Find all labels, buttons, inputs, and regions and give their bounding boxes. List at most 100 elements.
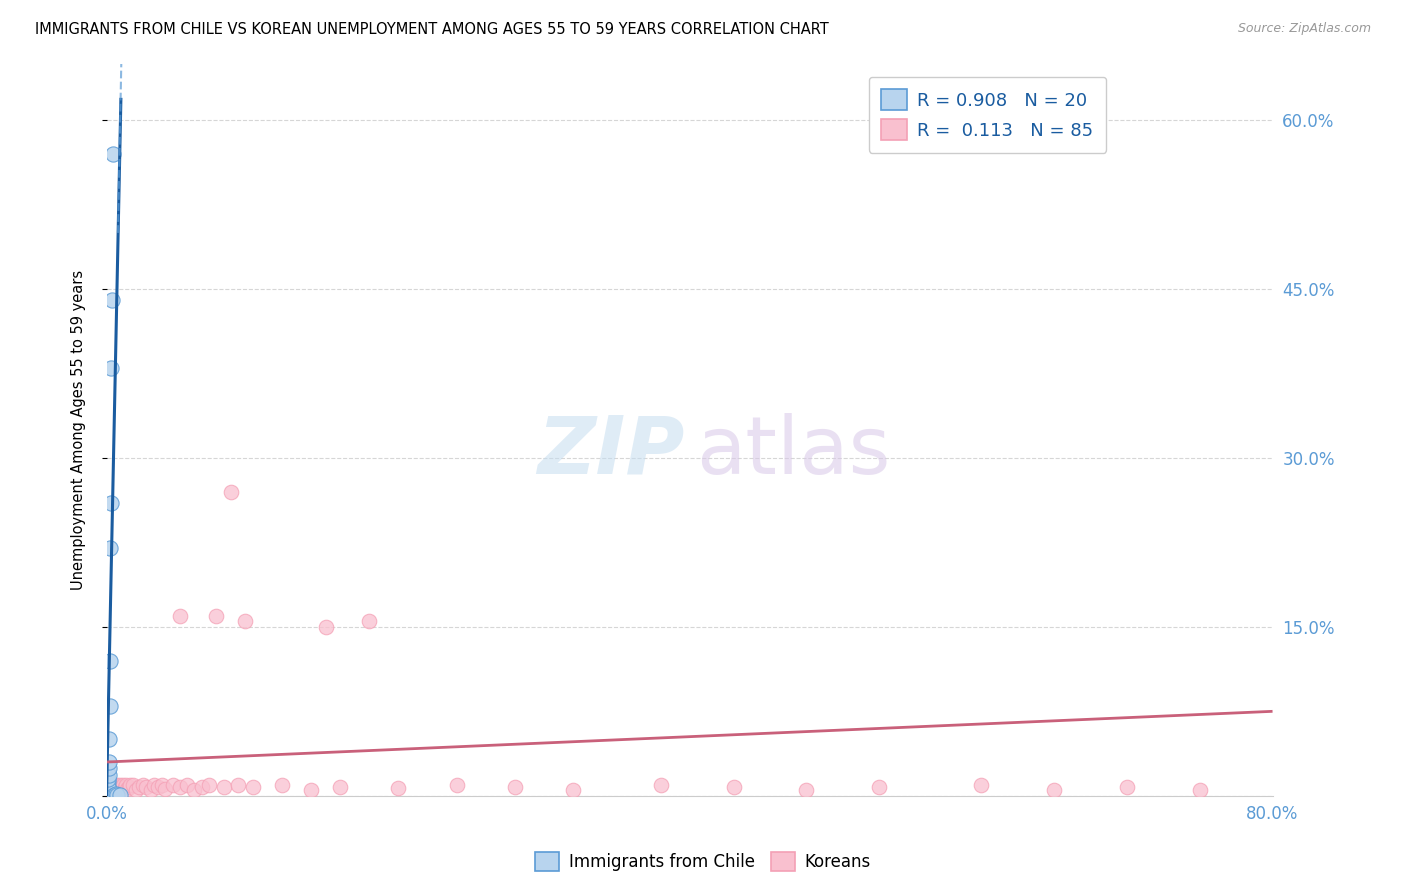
Point bbox=[96, 780, 118, 794]
Point bbox=[152, 777, 174, 791]
Point bbox=[97, 783, 120, 797]
Point bbox=[108, 788, 131, 802]
Point bbox=[104, 780, 127, 794]
Point bbox=[97, 783, 120, 797]
Point bbox=[142, 777, 165, 791]
Point bbox=[212, 780, 235, 794]
Point bbox=[98, 755, 121, 769]
Point bbox=[98, 780, 121, 794]
Point bbox=[359, 614, 381, 628]
Point bbox=[98, 777, 121, 791]
Point bbox=[101, 780, 124, 794]
Point bbox=[100, 780, 122, 794]
Point bbox=[970, 777, 993, 791]
Point bbox=[1115, 780, 1137, 794]
Point bbox=[103, 777, 125, 791]
Point bbox=[135, 780, 157, 794]
Point bbox=[183, 783, 205, 797]
Point bbox=[117, 782, 139, 797]
Point bbox=[146, 780, 169, 794]
Point bbox=[723, 780, 745, 794]
Point bbox=[101, 147, 124, 161]
Point bbox=[105, 782, 128, 797]
Text: ZIP: ZIP bbox=[537, 413, 683, 491]
Point bbox=[97, 761, 120, 775]
Point bbox=[162, 777, 184, 791]
Point bbox=[97, 780, 120, 794]
Point bbox=[105, 777, 128, 791]
Point bbox=[104, 787, 127, 801]
Point bbox=[139, 783, 162, 797]
Point bbox=[329, 780, 352, 794]
Point bbox=[868, 780, 890, 794]
Point bbox=[97, 783, 120, 797]
Point bbox=[98, 777, 121, 791]
Point bbox=[387, 780, 409, 795]
Point bbox=[446, 777, 468, 791]
Point bbox=[315, 620, 337, 634]
Point bbox=[270, 777, 292, 791]
Point bbox=[97, 777, 120, 791]
Y-axis label: Unemployment Among Ages 55 to 59 years: Unemployment Among Ages 55 to 59 years bbox=[72, 270, 86, 590]
Text: atlas: atlas bbox=[696, 413, 890, 491]
Point bbox=[169, 780, 191, 794]
Point bbox=[104, 783, 127, 797]
Legend: Immigrants from Chile, Koreans: Immigrants from Chile, Koreans bbox=[527, 843, 879, 880]
Point bbox=[96, 777, 118, 791]
Point bbox=[125, 783, 148, 797]
Point bbox=[122, 777, 145, 791]
Point bbox=[242, 780, 264, 794]
Point bbox=[101, 783, 124, 797]
Point bbox=[108, 783, 131, 797]
Point bbox=[107, 780, 129, 794]
Point bbox=[96, 783, 118, 797]
Point bbox=[100, 361, 122, 376]
Point bbox=[103, 788, 125, 802]
Point bbox=[97, 780, 120, 794]
Point bbox=[115, 777, 138, 791]
Point bbox=[111, 780, 134, 794]
Point bbox=[101, 293, 124, 308]
Point bbox=[100, 782, 122, 797]
Point bbox=[98, 654, 121, 668]
Point bbox=[98, 777, 121, 791]
Point bbox=[198, 777, 221, 791]
Point bbox=[650, 777, 672, 791]
Point bbox=[98, 780, 121, 794]
Point bbox=[97, 777, 120, 791]
Point bbox=[235, 614, 257, 628]
Point bbox=[1188, 783, 1211, 797]
Point bbox=[97, 775, 120, 789]
Text: Source: ZipAtlas.com: Source: ZipAtlas.com bbox=[1237, 22, 1371, 36]
Point bbox=[98, 782, 121, 797]
Point bbox=[103, 780, 125, 794]
Point bbox=[97, 772, 120, 786]
Point bbox=[103, 782, 125, 797]
Point bbox=[97, 768, 120, 782]
Point bbox=[98, 698, 121, 713]
Point bbox=[97, 780, 120, 794]
Point bbox=[100, 496, 122, 510]
Point bbox=[97, 780, 120, 794]
Point bbox=[112, 777, 135, 791]
Point bbox=[108, 777, 131, 791]
Point bbox=[96, 780, 118, 794]
Point bbox=[98, 732, 121, 747]
Point bbox=[132, 777, 155, 791]
Point bbox=[96, 783, 118, 797]
Point bbox=[120, 777, 142, 791]
Point bbox=[98, 783, 121, 797]
Point bbox=[191, 780, 214, 794]
Point bbox=[105, 788, 128, 802]
Point bbox=[97, 782, 120, 797]
Point bbox=[562, 783, 585, 797]
Point bbox=[1043, 783, 1066, 797]
Point bbox=[114, 780, 136, 794]
Point bbox=[101, 777, 124, 791]
Point bbox=[100, 783, 122, 797]
Legend: R = 0.908   N = 20, R =  0.113   N = 85: R = 0.908 N = 20, R = 0.113 N = 85 bbox=[869, 77, 1107, 153]
Point bbox=[796, 783, 818, 797]
Point bbox=[98, 783, 121, 797]
Point bbox=[128, 780, 150, 794]
Point bbox=[155, 782, 177, 797]
